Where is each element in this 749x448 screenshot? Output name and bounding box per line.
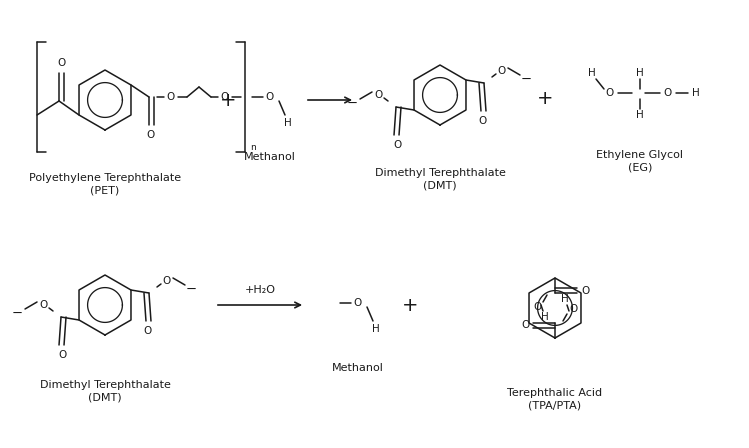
Text: Methanol: Methanol: [332, 363, 384, 373]
Text: Terephthalic Acid: Terephthalic Acid: [507, 388, 602, 398]
Text: H: H: [284, 118, 292, 128]
Text: H: H: [636, 110, 644, 120]
Text: O: O: [479, 116, 487, 126]
Text: Polyethylene Terephthalate: Polyethylene Terephthalate: [29, 173, 181, 183]
Text: O: O: [354, 298, 362, 308]
Text: O: O: [144, 326, 152, 336]
Text: Ethylene Glycol: Ethylene Glycol: [596, 150, 684, 160]
Text: H: H: [692, 88, 700, 98]
Text: (DMT): (DMT): [88, 392, 122, 402]
Text: O: O: [533, 302, 541, 312]
Text: O: O: [606, 88, 614, 98]
Text: O: O: [393, 140, 401, 150]
Text: H: H: [588, 68, 596, 78]
Text: Methanol: Methanol: [244, 152, 296, 162]
Text: O: O: [57, 58, 65, 68]
Text: (EG): (EG): [628, 162, 652, 172]
Text: O: O: [39, 300, 47, 310]
Text: (PET): (PET): [91, 185, 120, 195]
Text: O: O: [521, 320, 529, 330]
Text: H: H: [541, 312, 549, 322]
Text: O: O: [58, 350, 66, 360]
Text: Dimethyl Terephthalate: Dimethyl Terephthalate: [40, 380, 171, 390]
Text: O: O: [221, 92, 229, 102]
Text: O: O: [498, 66, 506, 76]
Text: O: O: [664, 88, 672, 98]
Text: H: H: [372, 324, 380, 334]
Text: n: n: [250, 142, 256, 151]
Text: O: O: [569, 304, 577, 314]
Text: Dimethyl Terephthalate: Dimethyl Terephthalate: [374, 168, 506, 178]
Text: H: H: [636, 68, 644, 78]
Text: +: +: [219, 90, 236, 109]
Text: −: −: [347, 96, 357, 109]
Text: O: O: [581, 286, 589, 296]
Text: +: +: [401, 296, 418, 314]
Text: O: O: [147, 130, 155, 140]
Text: −: −: [11, 306, 22, 319]
Text: −: −: [186, 283, 196, 296]
Text: O: O: [374, 90, 382, 100]
Text: H: H: [561, 294, 569, 304]
Text: (TPA/PTA): (TPA/PTA): [529, 400, 581, 410]
Text: (DMT): (DMT): [423, 180, 457, 190]
Text: O: O: [167, 92, 175, 102]
Text: +: +: [537, 89, 554, 108]
Text: O: O: [163, 276, 171, 286]
Text: O: O: [266, 92, 274, 102]
Text: −: −: [521, 73, 532, 86]
Text: +H₂O: +H₂O: [244, 285, 276, 295]
